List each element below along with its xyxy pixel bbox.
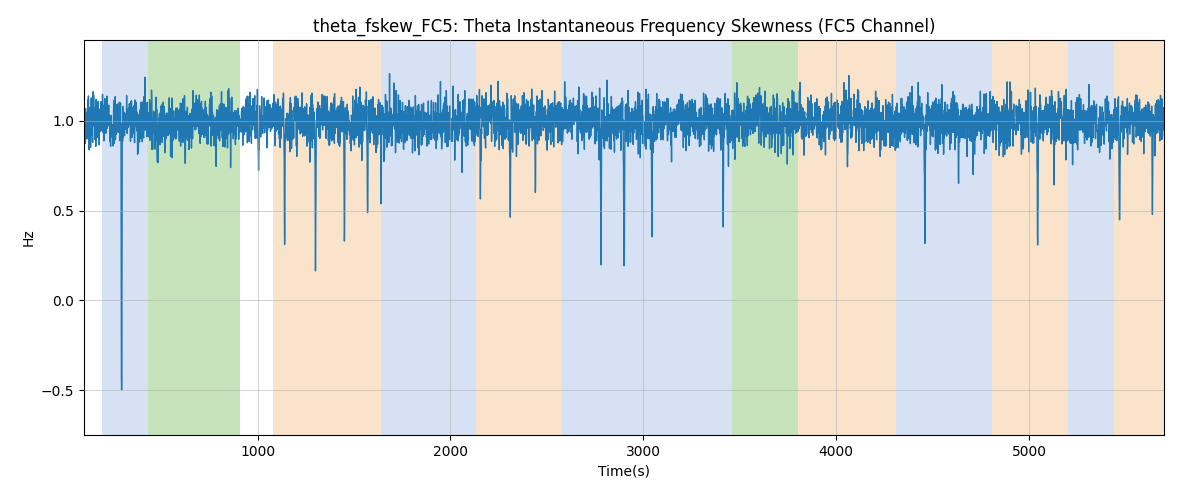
Bar	[382, 40, 475, 435]
Bar	[102, 40, 148, 435]
Bar	[682, 40, 732, 435]
Bar	[1114, 40, 1164, 435]
X-axis label: Time(s): Time(s)	[598, 464, 650, 478]
Bar	[563, 40, 682, 435]
Bar	[798, 40, 896, 435]
Bar	[148, 40, 240, 435]
Y-axis label: Hz: Hz	[22, 228, 35, 246]
Bar	[896, 40, 992, 435]
Bar	[274, 40, 382, 435]
Bar	[475, 40, 563, 435]
Bar	[732, 40, 798, 435]
Title: theta_fskew_FC5: Theta Instantaneous Frequency Skewness (FC5 Channel): theta_fskew_FC5: Theta Instantaneous Fre…	[313, 18, 935, 36]
Bar	[1068, 40, 1114, 435]
Bar	[992, 40, 1068, 435]
